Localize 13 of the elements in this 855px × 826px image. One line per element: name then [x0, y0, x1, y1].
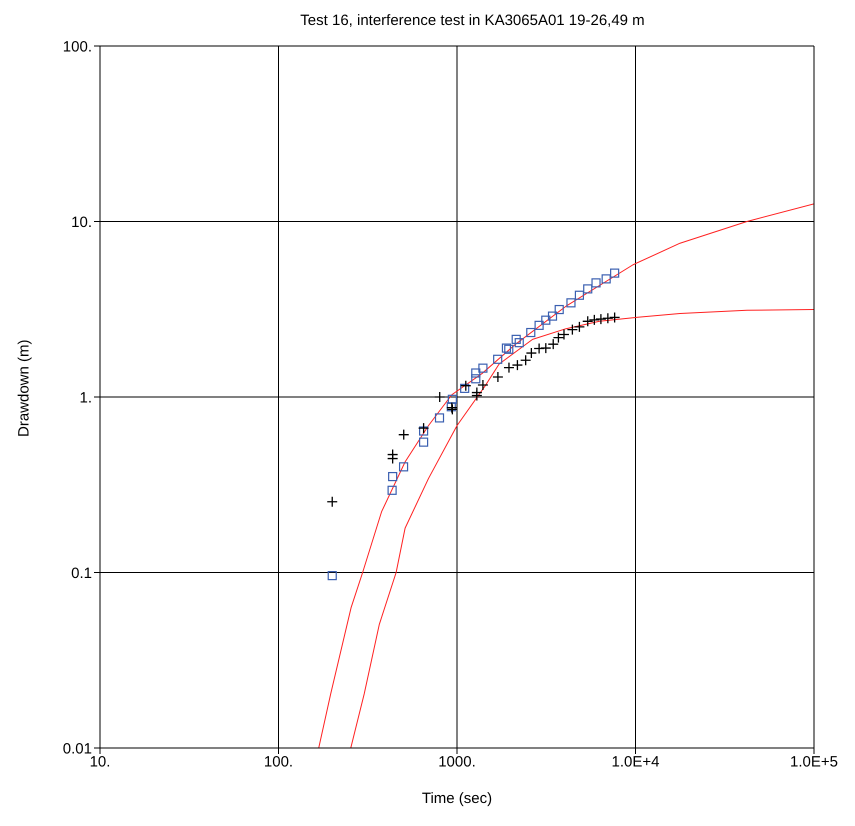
y-tick-label: 1. — [79, 389, 92, 406]
y-tick-label: 0.01 — [62, 740, 92, 758]
chart-title: Test 16, interference test in KA3065A01 19-26,49 m — [299, 11, 646, 31]
x-tick-label: 1000. — [438, 754, 476, 771]
x-tick-label: 10. — [90, 754, 110, 771]
x-tick-label: 1.0E+4 — [612, 754, 660, 771]
x-axis-title: Time (sec) — [422, 790, 492, 807]
x-tick-label: 1.0E+5 — [790, 754, 838, 771]
y-axis-title: Drawdown (m) — [15, 339, 32, 437]
y-tick-label: 100. — [62, 38, 92, 56]
y-tick-label: 10. — [71, 214, 92, 231]
x-tick-label: 100. — [264, 754, 294, 771]
y-tick-label: 0.1 — [71, 564, 92, 582]
